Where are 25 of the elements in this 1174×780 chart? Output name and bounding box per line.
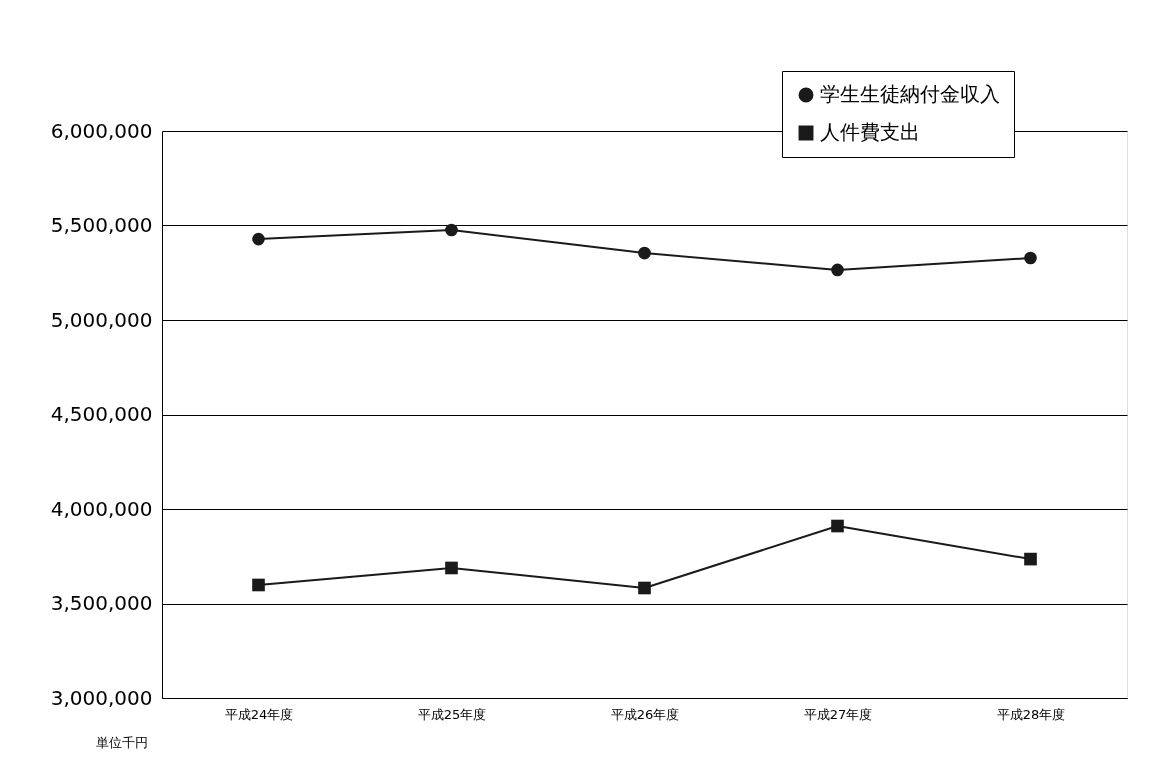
y-tick-label: 4,500,000 [50,402,153,426]
y-tick-label: 3,500,000 [50,591,153,615]
y-tick-label: 4,000,000 [50,496,153,521]
x-tick-label: 平成24年度 [224,706,294,722]
point [638,581,651,595]
y-tick-label: 3,000,000 [50,685,153,710]
legend-label: 人件費支出 [820,120,920,144]
point [1024,251,1037,265]
y-tick-label: 5,000,000 [50,307,153,332]
point [638,246,651,260]
point [831,263,844,277]
y-tick-label: 5,500,000 [50,213,153,237]
x-tick-label: 平成28年度 [996,706,1066,722]
point [445,561,458,575]
x-tick-label: 平成26年度 [610,706,680,722]
x-tick-label: 平成27年度 [803,706,873,722]
point [831,519,844,533]
legend-label: 学生生徒納付金収入 [820,82,1000,106]
point [252,578,265,592]
point [252,232,265,246]
text: 単位千円 [96,735,148,750]
y-tick-label: 6,000,000 [50,118,153,143]
point [445,223,458,237]
point [1024,552,1037,566]
x-tick-label: 平成25年度 [417,706,487,722]
